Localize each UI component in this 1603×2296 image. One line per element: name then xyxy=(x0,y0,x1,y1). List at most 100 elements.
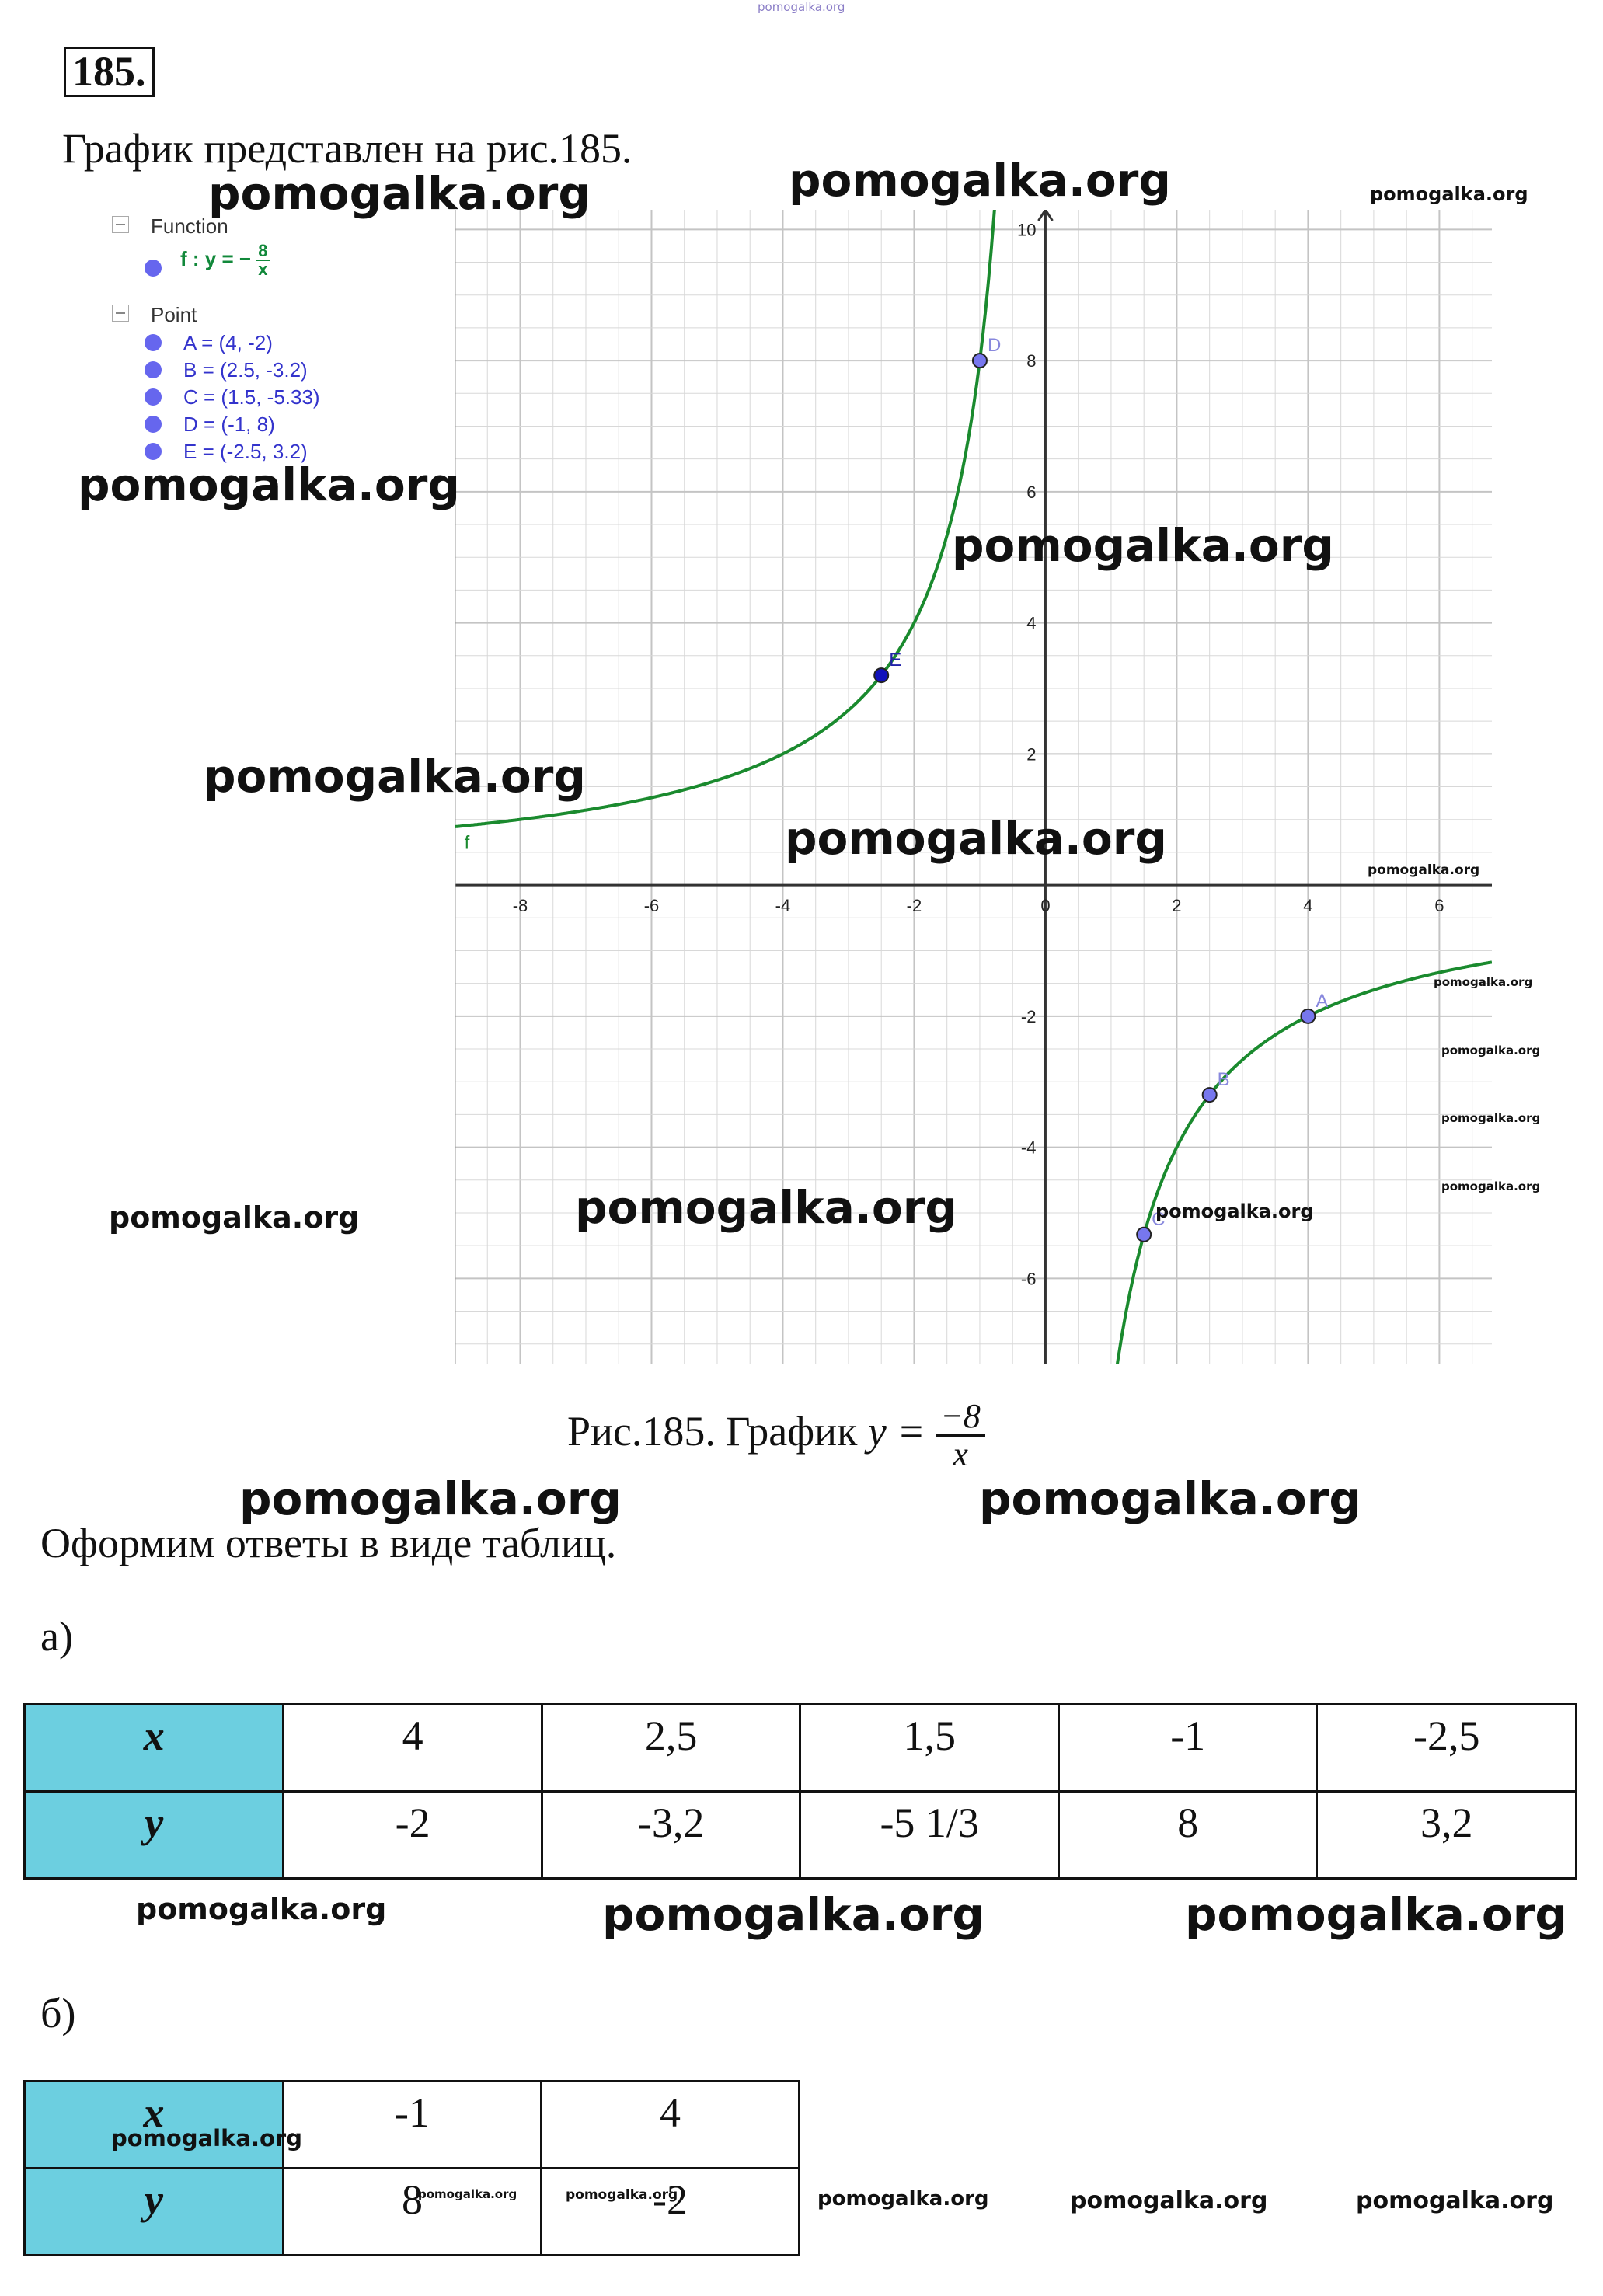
caption-text: Рис.185. График xyxy=(567,1408,858,1455)
curve-branch-left xyxy=(455,210,996,829)
watermark: pomogalka.org xyxy=(111,2125,302,2151)
watermark: pomogalka.org xyxy=(239,1472,622,1525)
table-cell: -2,5 xyxy=(1316,1703,1577,1793)
watermark: pomogalka.org xyxy=(602,1888,984,1941)
axes xyxy=(455,210,1492,1364)
legend-point-c[interactable]: C = (1.5, -5.33) xyxy=(183,385,320,409)
table-row: x 4 2,5 1,5 -1 -2,5 xyxy=(23,1703,1577,1793)
watermark: pomogalka.org xyxy=(78,458,460,511)
legend-point-e[interactable]: E = (-2.5, 3.2) xyxy=(183,440,308,463)
answer-intro: Оформим ответы в виде таблиц. xyxy=(40,1520,617,1566)
y-header: y xyxy=(23,1790,285,1880)
watermark: pomogalka.org xyxy=(979,1472,1361,1525)
x-tick-label: -2 xyxy=(907,896,922,915)
point-visibility-icon[interactable] xyxy=(145,361,162,378)
function-denominator: x xyxy=(258,260,268,279)
table-cell: -2 xyxy=(539,2167,801,2256)
point-label-b: B xyxy=(1218,1069,1230,1090)
collapse-point-icon[interactable] xyxy=(112,305,129,322)
watermark: pomogalka.org xyxy=(1441,1179,1541,1193)
watermark: pomogalka.org xyxy=(1155,1200,1314,1222)
point-visibility-icon[interactable] xyxy=(145,443,162,460)
caption-formula-lhs: y = xyxy=(867,1408,925,1455)
table-cell: -2 xyxy=(282,1790,543,1880)
figure-caption: Рис.185. График y = −8 x xyxy=(567,1398,985,1474)
y-tick-label: 8 xyxy=(1026,351,1036,371)
points: A B C D E xyxy=(873,335,1328,1242)
point-b xyxy=(1201,1087,1218,1103)
caption-fraction: −8 x xyxy=(936,1398,985,1474)
x-tick-label: 2 xyxy=(1172,896,1181,915)
watermark: pomogalka.org xyxy=(817,2187,989,2211)
table-row: x -1 4 xyxy=(23,2080,801,2169)
table-cell: -5 1/3 xyxy=(799,1790,1060,1880)
part-b-label: б) xyxy=(40,1990,76,2036)
x-tick-label: 6 xyxy=(1434,896,1444,915)
watermark: pomogalka.org xyxy=(208,167,591,220)
table-cell: -3,2 xyxy=(540,1790,802,1880)
y-tick-label: -2 xyxy=(1021,1007,1037,1026)
x-tick-label: 4 xyxy=(1303,896,1312,915)
watermark: pomogalka.org xyxy=(204,750,586,803)
table-row: y -2 -3,2 -5 1/3 8 3,2 xyxy=(23,1790,1577,1880)
point-header: Point xyxy=(151,303,197,326)
watermark: pomogalka.org xyxy=(1368,862,1480,878)
tick-labels: -8 -6 -4 -2 0 2 4 6 -6 -4 -2 2 4 6 8 10 xyxy=(513,220,1444,1288)
point-a xyxy=(1300,1008,1316,1024)
table-row: y 8 -2 xyxy=(23,2167,801,2256)
watermark: pomogalka.org xyxy=(1441,1111,1541,1125)
x-tick-label: -6 xyxy=(644,896,660,915)
point-visibility-icon[interactable] xyxy=(145,388,162,406)
x-tick-label: 0 xyxy=(1040,896,1050,915)
function-visibility-icon[interactable] xyxy=(145,260,162,277)
watermark: pomogalka.org xyxy=(952,519,1334,572)
watermark: pomogalka.org xyxy=(136,1892,387,1926)
point-visibility-icon[interactable] xyxy=(145,334,162,351)
function-name: f : y = − xyxy=(180,246,252,270)
legend-point-b[interactable]: B = (2.5, -3.2) xyxy=(183,358,308,382)
table-part-a: x 4 2,5 1,5 -1 -2,5 y -2 -3,2 -5 1/3 8 3… xyxy=(23,1703,1577,1880)
function-entry[interactable]: f : y = − 8 x xyxy=(180,242,270,278)
table-cell: 4 xyxy=(282,1703,543,1793)
function-fraction: 8 x xyxy=(256,241,270,279)
point-label-a: A xyxy=(1316,991,1328,1012)
curve-branch-right xyxy=(1116,960,1492,1364)
y-tick-label: -4 xyxy=(1021,1138,1037,1158)
point-e xyxy=(873,667,890,684)
part-a-label: а) xyxy=(40,1613,73,1660)
table-cell: 1,5 xyxy=(799,1703,1060,1793)
table-cell: 8 xyxy=(281,2167,542,2256)
point-d xyxy=(971,353,988,369)
y-tick-label: 10 xyxy=(1017,220,1036,239)
watermark: pomogalka.org xyxy=(758,0,845,14)
y-tick-label: 2 xyxy=(1026,744,1036,764)
caption-denominator: x xyxy=(953,1435,968,1474)
watermark: pomogalka.org xyxy=(1441,1043,1541,1057)
watermark: pomogalka.org xyxy=(789,154,1171,207)
table-cell: -1 xyxy=(1057,1703,1319,1793)
watermark: pomogalka.org xyxy=(1370,183,1528,205)
grid xyxy=(455,210,1492,1364)
watermark: pomogalka.org xyxy=(109,1200,360,1235)
function-graph[interactable]: -8 -6 -4 -2 0 2 4 6 -6 -4 -2 2 4 6 8 10 f A B C D E xyxy=(455,210,1492,1364)
point-label-e: E xyxy=(889,650,901,671)
collapse-function-icon[interactable] xyxy=(112,216,129,233)
watermark: pomogalka.org xyxy=(1434,975,1533,989)
table-cell: -1 xyxy=(281,2080,542,2169)
watermark: pomogalka.org xyxy=(566,2187,678,2203)
x-header: x xyxy=(23,2080,284,2169)
point-c xyxy=(1136,1226,1152,1242)
watermark: pomogalka.org xyxy=(575,1181,957,1234)
point-label-d: D xyxy=(988,335,1001,356)
function-header: Function xyxy=(151,214,228,238)
curve-label: f xyxy=(465,833,470,854)
legend-point-d[interactable]: D = (-1, 8) xyxy=(183,413,275,436)
table-cell: 4 xyxy=(539,2080,801,2169)
watermark: pomogalka.org xyxy=(1356,2187,1554,2214)
point-visibility-icon[interactable] xyxy=(145,416,162,433)
function-numerator: 8 xyxy=(256,241,270,261)
table-cell: 3,2 xyxy=(1316,1790,1577,1880)
legend-point-a[interactable]: A = (4, -2) xyxy=(183,331,273,354)
watermark: pomogalka.org xyxy=(785,812,1167,865)
table-part-b: x -1 4 y 8 -2 xyxy=(23,2080,801,2256)
